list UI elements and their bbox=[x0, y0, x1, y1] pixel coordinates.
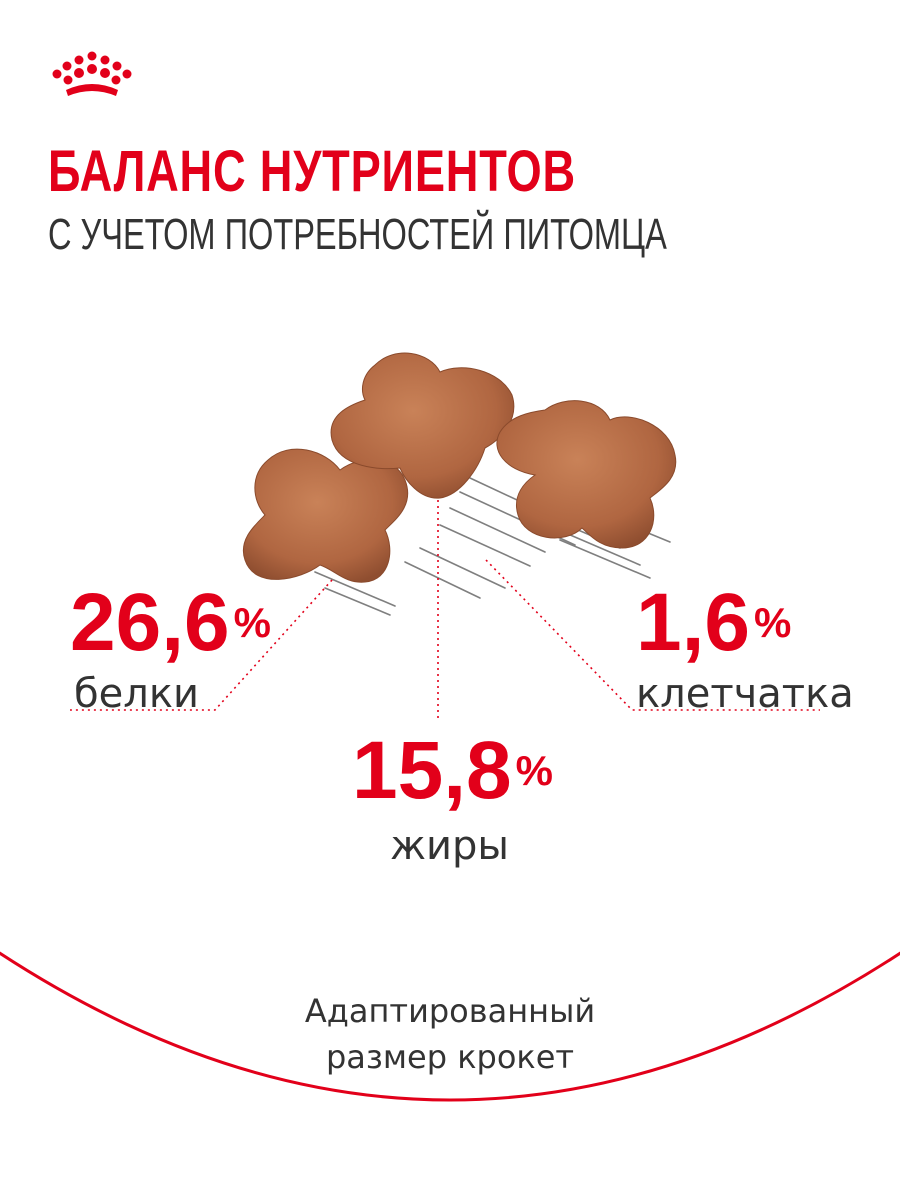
fiber-value: 1,6% bbox=[636, 582, 854, 664]
fat-value: 15,8% bbox=[352, 730, 553, 812]
protein-value: 26,6% bbox=[70, 582, 271, 664]
page-title: БАЛАНС НУТРИЕНТОВ bbox=[48, 139, 576, 204]
connector-lines bbox=[70, 500, 820, 722]
footer-line-2: размер крокет bbox=[325, 1038, 575, 1076]
fat-unit: % bbox=[515, 747, 553, 794]
protein-number: 26,6 bbox=[70, 577, 230, 668]
fat-number: 15,8 bbox=[352, 725, 512, 816]
kibble-right bbox=[496, 400, 677, 549]
kibble-left bbox=[242, 448, 409, 583]
protein-label: белки bbox=[74, 671, 199, 717]
nutrient-fiber: 1,6% клетчатка bbox=[636, 582, 854, 717]
fiber-number: 1,6 bbox=[636, 577, 750, 668]
bottom-arc bbox=[0, 951, 900, 1102]
page-subtitle: С УЧЕТОМ ПОТРЕБНОСТЕЙ ПИТОМЦА bbox=[48, 210, 667, 259]
protein-unit: % bbox=[233, 599, 271, 646]
footer-line-1: Адаптированный bbox=[304, 992, 596, 1030]
nutrient-protein: 26,6% белки bbox=[70, 582, 271, 717]
fiber-unit: % bbox=[754, 599, 792, 646]
footer-caption: Адаптированный размер крокет bbox=[200, 988, 700, 1080]
crown-icon bbox=[52, 51, 132, 96]
kibble-center bbox=[330, 352, 515, 499]
nutrient-fat: 15,8% жиры bbox=[352, 730, 553, 869]
fat-label: жиры bbox=[390, 823, 510, 869]
fiber-label: клетчатка bbox=[636, 671, 854, 717]
